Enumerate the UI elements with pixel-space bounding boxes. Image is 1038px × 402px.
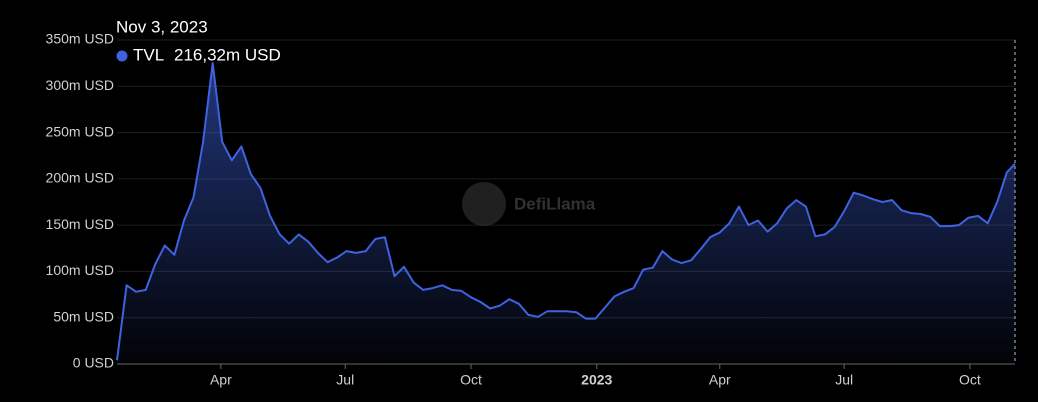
x-tick-label: Oct [460, 372, 482, 388]
y-tick-label: 350m USD [46, 31, 114, 47]
watermark-text: DefiLlama [514, 194, 596, 213]
axes: 0 USD 50m USD 100m USD 150m USD 200m USD 250m… [46, 31, 1015, 388]
legend-dot [116, 50, 128, 62]
y-tick-label: 300m USD [46, 77, 114, 93]
x-tick-label: Apr [709, 372, 731, 388]
area [117, 63, 1015, 364]
plot [116, 40, 1016, 364]
y-tick-label: 0 USD [73, 355, 114, 371]
watermark-logo [462, 182, 506, 226]
line [116, 62, 1016, 361]
x-tick-label: Jul [336, 372, 354, 388]
y-tick-label: 100m USD [46, 262, 114, 278]
x-tick-label: Jul [835, 372, 853, 388]
y-tick-label: 150m USD [46, 216, 114, 232]
y-tick-label: 200m USD [46, 170, 114, 186]
x-tick-label: Oct [959, 372, 981, 388]
y-tick-label: 250m USD [46, 123, 114, 139]
watermark: DefiLlama [462, 182, 596, 226]
legend-name: TVL [133, 45, 164, 64]
y-tick-label: 50m USD [53, 308, 114, 324]
tooltip-value: 216,32m USD [174, 45, 281, 64]
x-tick-label: 2023 [581, 372, 612, 388]
tooltip-title: Nov 3, 2023 [116, 17, 208, 36]
x-tick-label: Apr [210, 372, 232, 388]
